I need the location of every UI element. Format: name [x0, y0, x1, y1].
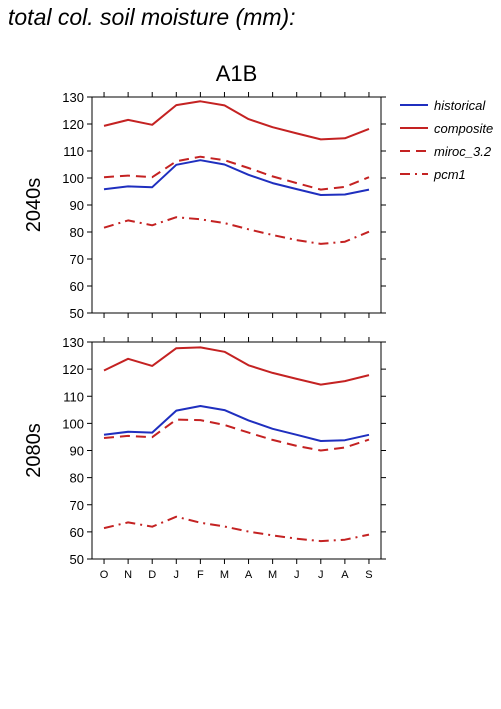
- x-tick-label: A: [341, 569, 349, 581]
- x-tick-label: N: [124, 569, 132, 581]
- y-tick-label: 100: [62, 171, 84, 186]
- legend-label-historical: historical: [434, 98, 486, 113]
- x-tick-label: M: [220, 569, 229, 581]
- y-tick-label: 80: [70, 225, 84, 240]
- panel-2040s: 50 60 70 80 90 100 110 120 130 2040s: [23, 90, 386, 321]
- y-tick-label: 90: [70, 198, 84, 213]
- y-tick-label: 50: [70, 552, 84, 567]
- scenario-label: A1B: [216, 61, 258, 86]
- plot-frame: [91, 341, 382, 560]
- series-line-pcm1: [103, 515, 370, 543]
- y-tick-label: 110: [63, 144, 84, 159]
- x-tick-label: F: [197, 569, 204, 581]
- y-tick-label: 90: [70, 444, 84, 459]
- y-tick-label: 120: [62, 117, 84, 132]
- y-tick-label: 130: [62, 335, 84, 350]
- y-tick-label: 110: [63, 389, 84, 404]
- y-tick-label: 120: [62, 362, 84, 377]
- page-title: total col. soil moisture (mm):: [8, 4, 296, 30]
- y-tick-label: 80: [70, 471, 84, 486]
- legend-label-composite: composite: [434, 121, 493, 136]
- legend-label-pcm1: pcm1: [433, 167, 466, 182]
- series-line-pcm1: [103, 216, 370, 245]
- x-tick-label: O: [100, 569, 109, 581]
- x-tick-label: J: [318, 569, 324, 581]
- y-tick-label: 50: [70, 306, 84, 321]
- x-tick-label: J: [294, 569, 300, 581]
- x-tick-label: M: [268, 569, 277, 581]
- y-tick-label: 60: [70, 525, 84, 540]
- legend: historical composite miroc_3.2 pcm1: [400, 98, 493, 182]
- series-line-historical: [103, 159, 370, 196]
- x-tick-label: D: [148, 569, 156, 581]
- y-tick-label: 70: [70, 498, 84, 513]
- series-line-miroc_3.2: [103, 418, 370, 452]
- x-tick-label: S: [365, 569, 372, 581]
- x-tick-label: J: [174, 569, 180, 581]
- legend-label-miroc_3.2: miroc_3.2: [434, 144, 492, 159]
- series-line-miroc_3.2: [103, 155, 370, 191]
- y-tick-label: 100: [62, 416, 84, 431]
- y-tick-label: 130: [62, 90, 84, 105]
- series-line-composite: [103, 346, 370, 386]
- panel-2080s: 50 60 70 80 90 100 110 120 130 O N D J F M A M J J A S 2080s: [23, 335, 386, 581]
- plot-frame: [91, 96, 382, 314]
- panel-label: 2040s: [23, 178, 45, 233]
- y-tick-label: 60: [70, 279, 84, 294]
- y-tick-label: 70: [70, 252, 84, 267]
- x-tick-label: A: [245, 569, 253, 581]
- series-line-historical: [103, 405, 370, 442]
- panel-label: 2080s: [23, 423, 45, 478]
- series-line-composite: [103, 100, 370, 141]
